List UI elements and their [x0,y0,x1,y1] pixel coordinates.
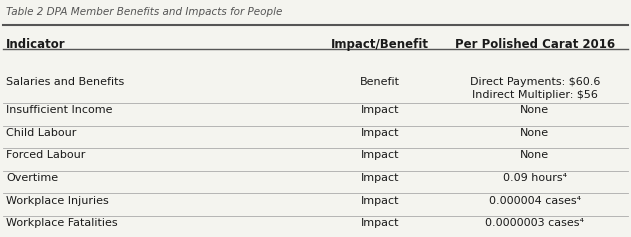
Text: 0.09 hours⁴: 0.09 hours⁴ [503,173,567,183]
Text: Indirect Multiplier: $56: Indirect Multiplier: $56 [472,90,598,100]
Text: Impact: Impact [361,105,399,115]
Text: 0.0000003 cases⁴: 0.0000003 cases⁴ [485,218,584,228]
Text: Workplace Fatalities: Workplace Fatalities [6,218,118,228]
Text: Table 2 DPA Member Benefits and Impacts for People: Table 2 DPA Member Benefits and Impacts … [6,7,283,17]
Text: Impact: Impact [361,150,399,160]
Text: Benefit: Benefit [360,77,400,87]
Text: Impact: Impact [361,218,399,228]
Text: Direct Payments: $60.6: Direct Payments: $60.6 [469,77,600,87]
Text: Impact: Impact [361,196,399,205]
Text: Insufficient Income: Insufficient Income [6,105,113,115]
Text: Workplace Injuries: Workplace Injuries [6,196,109,205]
Text: Salaries and Benefits: Salaries and Benefits [6,77,124,87]
Text: Forced Labour: Forced Labour [6,150,86,160]
Text: Child Labour: Child Labour [6,128,77,138]
Text: Impact: Impact [361,128,399,138]
Text: None: None [520,105,550,115]
Text: Indicator: Indicator [6,38,66,51]
Text: Per Polished Carat 2016: Per Polished Carat 2016 [455,38,615,51]
Text: None: None [520,150,550,160]
Text: 0.000004 cases⁴: 0.000004 cases⁴ [489,196,581,205]
Text: None: None [520,128,550,138]
Text: Impact: Impact [361,173,399,183]
Text: Impact/Benefit: Impact/Benefit [331,38,429,51]
Text: Overtime: Overtime [6,173,59,183]
